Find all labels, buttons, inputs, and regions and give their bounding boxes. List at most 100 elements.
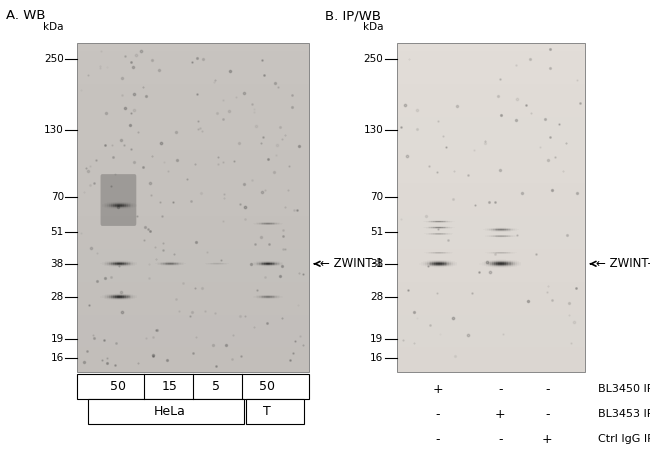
Bar	[396, 109, 585, 117]
Bar	[396, 265, 585, 274]
Bar	[396, 93, 585, 101]
Bar	[396, 274, 585, 282]
Text: 38: 38	[370, 259, 383, 269]
Bar	[396, 331, 585, 339]
Text: HeLa: HeLa	[153, 406, 185, 419]
Text: kDa: kDa	[44, 22, 64, 32]
Bar	[396, 323, 585, 331]
Text: ← ZWINT-1: ← ZWINT-1	[315, 257, 383, 270]
Text: +: +	[495, 407, 506, 420]
FancyBboxPatch shape	[101, 174, 136, 226]
Bar	[396, 314, 585, 323]
Bar	[77, 307, 309, 314]
Bar	[396, 51, 585, 60]
Bar	[396, 356, 585, 364]
Text: 28: 28	[51, 292, 64, 302]
Text: 130: 130	[44, 125, 64, 135]
Bar	[396, 364, 585, 372]
Bar	[77, 200, 309, 208]
Bar	[77, 224, 309, 232]
Bar	[77, 84, 309, 93]
Text: 15: 15	[162, 381, 177, 394]
Bar	[396, 249, 585, 257]
Text: BL3453 IP: BL3453 IP	[598, 409, 650, 419]
Text: +: +	[542, 432, 552, 445]
Bar	[77, 51, 309, 60]
Bar	[77, 375, 309, 400]
Bar	[77, 117, 309, 125]
Text: 16: 16	[370, 353, 383, 363]
Bar	[396, 76, 585, 84]
Bar	[396, 43, 585, 372]
Bar	[77, 249, 309, 257]
Text: -: -	[545, 383, 549, 396]
Bar	[77, 356, 309, 364]
Text: T: T	[263, 406, 271, 419]
Text: 250: 250	[364, 54, 384, 64]
Text: 19: 19	[370, 334, 383, 344]
Bar	[77, 232, 309, 241]
Bar	[77, 158, 309, 167]
Bar	[396, 150, 585, 158]
Bar	[77, 150, 309, 158]
Text: 51: 51	[370, 227, 383, 237]
Bar	[396, 183, 585, 191]
Bar	[396, 298, 585, 307]
Bar	[396, 241, 585, 249]
Text: 16: 16	[51, 353, 64, 363]
Text: 28: 28	[370, 292, 383, 302]
Bar	[77, 241, 309, 249]
Bar	[77, 101, 309, 109]
Text: 250: 250	[44, 54, 64, 64]
Text: 5: 5	[212, 381, 220, 394]
Text: -: -	[436, 432, 440, 445]
Text: 70: 70	[51, 193, 64, 202]
Bar	[77, 339, 309, 348]
Bar	[396, 339, 585, 348]
Bar	[77, 364, 309, 372]
Bar	[77, 93, 309, 101]
Text: -: -	[498, 383, 502, 396]
Text: ← ZWINT-1: ← ZWINT-1	[591, 257, 650, 270]
Bar	[77, 134, 309, 142]
Bar	[77, 298, 309, 307]
Bar	[396, 216, 585, 224]
Bar	[396, 307, 585, 314]
Text: +: +	[433, 383, 443, 396]
Bar	[77, 314, 309, 323]
Bar	[396, 167, 585, 175]
Text: 50: 50	[259, 381, 275, 394]
Bar	[396, 158, 585, 167]
Bar	[396, 43, 585, 51]
Bar	[77, 331, 309, 339]
Bar	[396, 117, 585, 125]
Bar	[396, 134, 585, 142]
Text: 130: 130	[364, 125, 384, 135]
Bar	[77, 68, 309, 76]
Bar	[396, 84, 585, 93]
Bar	[77, 282, 309, 290]
Bar	[77, 109, 309, 117]
Bar	[77, 43, 309, 372]
Bar	[77, 60, 309, 68]
Bar	[77, 265, 309, 274]
Bar	[396, 208, 585, 216]
Text: 50: 50	[111, 381, 126, 394]
Text: Ctrl IgG IP: Ctrl IgG IP	[598, 434, 650, 444]
Bar	[88, 400, 244, 424]
Bar	[396, 101, 585, 109]
Bar	[77, 257, 309, 265]
Bar	[77, 175, 309, 183]
Bar	[396, 290, 585, 298]
Bar	[396, 175, 585, 183]
Text: -: -	[498, 432, 502, 445]
Bar	[396, 257, 585, 265]
Text: -: -	[545, 407, 549, 420]
Bar	[77, 216, 309, 224]
Bar	[396, 200, 585, 208]
Text: 70: 70	[370, 193, 383, 202]
Bar	[396, 68, 585, 76]
Bar	[77, 274, 309, 282]
Bar	[77, 43, 309, 51]
Bar	[77, 76, 309, 84]
